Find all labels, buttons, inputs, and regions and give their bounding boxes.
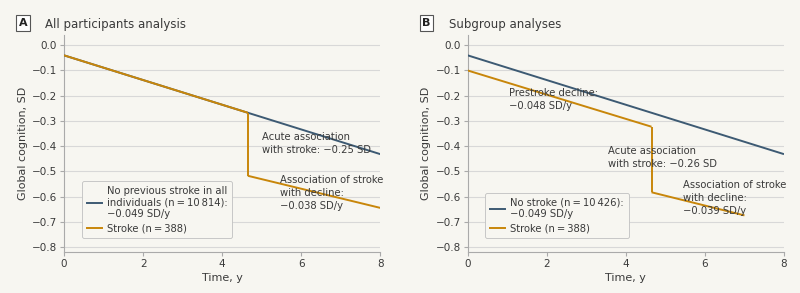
Text: Subgroup analyses: Subgroup analyses xyxy=(449,18,561,31)
X-axis label: Time, y: Time, y xyxy=(606,273,646,283)
X-axis label: Time, y: Time, y xyxy=(202,273,242,283)
Text: Acute association
with stroke: −0.26 SD: Acute association with stroke: −0.26 SD xyxy=(608,146,717,169)
Text: A: A xyxy=(18,18,27,28)
Legend: No stroke (n = 10 426):
−0.049 SD/y, Stroke (n = 388): No stroke (n = 10 426): −0.049 SD/y, Str… xyxy=(486,193,629,238)
Y-axis label: Global cognition, SD: Global cognition, SD xyxy=(18,87,28,200)
Text: Prestroke decline:
−0.048 SD/y: Prestroke decline: −0.048 SD/y xyxy=(509,88,598,111)
Text: Acute association
with stroke: −0.25 SD: Acute association with stroke: −0.25 SD xyxy=(262,132,370,155)
Text: All participants analysis: All participants analysis xyxy=(45,18,186,31)
Text: Association of stroke
with decline:
−0.039 SD/y: Association of stroke with decline: −0.0… xyxy=(683,180,786,216)
Legend: No previous stroke in all
individuals (n = 10 814):
−0.049 SD/y, Stroke (n = 388: No previous stroke in all individuals (n… xyxy=(82,181,232,238)
Text: B: B xyxy=(422,18,430,28)
Y-axis label: Global cognition, SD: Global cognition, SD xyxy=(422,87,431,200)
Text: Association of stroke
with decline:
−0.038 SD/y: Association of stroke with decline: −0.0… xyxy=(279,175,383,211)
